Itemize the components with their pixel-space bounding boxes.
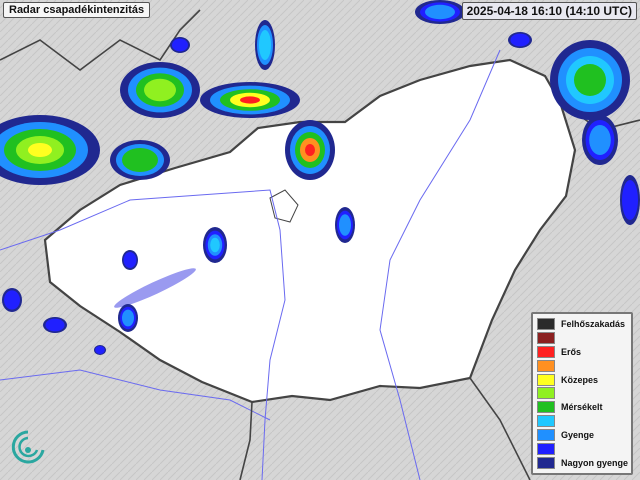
precipitation-echoes bbox=[0, 0, 640, 355]
legend-label: Mérsékelt bbox=[561, 402, 603, 413]
legend-item: Felhőszakadás bbox=[537, 317, 631, 331]
echo-cell bbox=[305, 144, 315, 156]
echo-cell bbox=[574, 64, 606, 96]
echo-cell bbox=[339, 214, 351, 236]
legend-swatch bbox=[537, 345, 555, 358]
legend-swatch bbox=[537, 387, 555, 400]
hungary-territory bbox=[43, 58, 577, 404]
budapest-outline bbox=[269, 189, 299, 223]
echo-cell bbox=[259, 30, 271, 60]
legend-swatch bbox=[537, 456, 555, 469]
intensity-legend: Felhőszakadás Erős Közepes Mérsékelt Gyenge N… bbox=[531, 312, 633, 475]
legend-item: Közepes bbox=[537, 373, 631, 387]
met-service-logo bbox=[11, 430, 45, 464]
echo-cell bbox=[95, 346, 105, 354]
legend-item: Nagyon gyenge bbox=[537, 456, 631, 470]
echo-cell bbox=[123, 252, 137, 268]
legend-label: Felhőszakadás bbox=[561, 318, 626, 329]
echo-cell bbox=[510, 33, 530, 47]
echo-cell bbox=[622, 180, 638, 220]
legend-item: Erős bbox=[537, 345, 631, 359]
legend-label: Nagyon gyenge bbox=[561, 457, 629, 468]
legend-item bbox=[537, 414, 631, 428]
echo-cell bbox=[210, 237, 220, 253]
echo-cell bbox=[45, 318, 65, 332]
legend-label: Erős bbox=[561, 346, 582, 357]
legend-swatch bbox=[537, 331, 555, 344]
legend-swatch bbox=[537, 415, 555, 428]
echo-cell bbox=[122, 148, 158, 172]
echo-cell bbox=[28, 143, 52, 157]
legend-item bbox=[537, 331, 631, 345]
legend-swatch bbox=[537, 429, 555, 442]
legend-swatch bbox=[537, 373, 555, 386]
legend-item bbox=[537, 359, 631, 373]
legend-item bbox=[537, 442, 631, 456]
legend-label: Gyenge bbox=[561, 430, 595, 441]
echo-cell bbox=[4, 290, 20, 310]
echo-cell bbox=[240, 96, 260, 104]
legend-item: Mérsékelt bbox=[537, 400, 631, 414]
timestamp: 2025-04-18 16:10 (14:10 UTC) bbox=[461, 2, 637, 20]
legend-swatch bbox=[537, 359, 555, 372]
rivers bbox=[0, 49, 501, 480]
legend-item bbox=[537, 386, 631, 400]
legend-item: Gyenge bbox=[537, 428, 631, 442]
map-title: Radar csapadékintenzitás bbox=[3, 2, 151, 18]
legend-swatch bbox=[537, 317, 555, 330]
lake-balaton bbox=[114, 268, 196, 308]
echo-cell bbox=[172, 38, 188, 52]
legend-swatch bbox=[537, 401, 555, 414]
echo-cell bbox=[425, 4, 455, 20]
legend-label: Közepes bbox=[561, 374, 599, 385]
echo-cell bbox=[589, 125, 611, 155]
echo-cell bbox=[122, 309, 134, 327]
echo-cell bbox=[144, 78, 176, 102]
legend-swatch bbox=[537, 442, 555, 455]
